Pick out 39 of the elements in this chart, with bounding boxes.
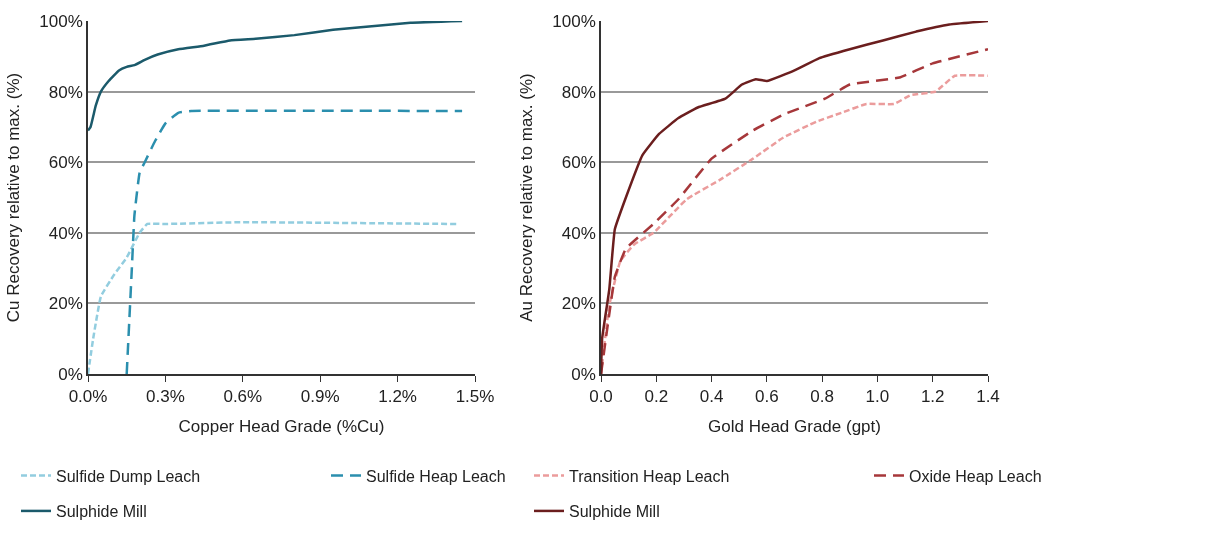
x-tick-label: 0.9% <box>300 387 340 407</box>
y-tick-label: 100% <box>39 11 83 31</box>
x-tick-label: 0.0 <box>589 387 613 407</box>
x-tick-label: 0.6 <box>755 387 779 407</box>
x-tick-label: 1.0 <box>865 387 890 407</box>
y-axis-title: Au Recovery relative to max. (%) <box>517 73 537 322</box>
x-axis-title: Copper Head Grade (%Cu) <box>178 417 385 437</box>
legend-label: Sulphide Mill <box>56 503 147 521</box>
y-tick-label: 80% <box>48 82 83 102</box>
y-tick-label: 80% <box>561 82 596 102</box>
x-tick-label: 1.5% <box>455 387 495 407</box>
x-tick-label: 1.4 <box>976 387 1000 407</box>
y-tick-label: 60% <box>561 153 596 173</box>
y-tick-label: 0% <box>58 364 83 384</box>
y-tick-label: 20% <box>48 294 83 314</box>
legend-label: Transition Heap Leach <box>569 467 730 485</box>
legend-label: Oxide Heap Leach <box>909 467 1042 485</box>
legend-label: Sulphide Mill <box>569 503 660 521</box>
line-series <box>88 21 464 132</box>
x-tick-label: 0.3% <box>146 387 185 407</box>
x-tick-label: 0.2 <box>644 387 669 407</box>
x-tick-label: 1.2 <box>920 387 945 407</box>
x-tick-label: 0.6% <box>223 387 263 407</box>
line-series <box>88 220 459 374</box>
x-tick-label: 1.2% <box>378 387 417 407</box>
y-tick-label: 20% <box>561 294 596 314</box>
legend-label: Sulfide Heap Leach <box>366 467 506 485</box>
x-tick-label: 0.4 <box>699 387 724 407</box>
y-tick-label: 60% <box>48 153 83 173</box>
y-tick-label: 0% <box>571 364 596 384</box>
x-tick-label: 0.8 <box>810 387 834 407</box>
y-tick-label: 40% <box>561 223 596 243</box>
line-series <box>125 109 464 374</box>
x-axis-title: Gold Head Grade (gpt) <box>708 417 881 437</box>
x-tick-label: 0.0% <box>68 387 108 407</box>
legend-label: Sulfide Dump Leach <box>56 467 201 485</box>
y-tick-label: 100% <box>552 11 596 31</box>
y-axis-title: Cu Recovery relative to max. (%) <box>4 72 24 323</box>
y-tick-label: 40% <box>48 223 83 243</box>
